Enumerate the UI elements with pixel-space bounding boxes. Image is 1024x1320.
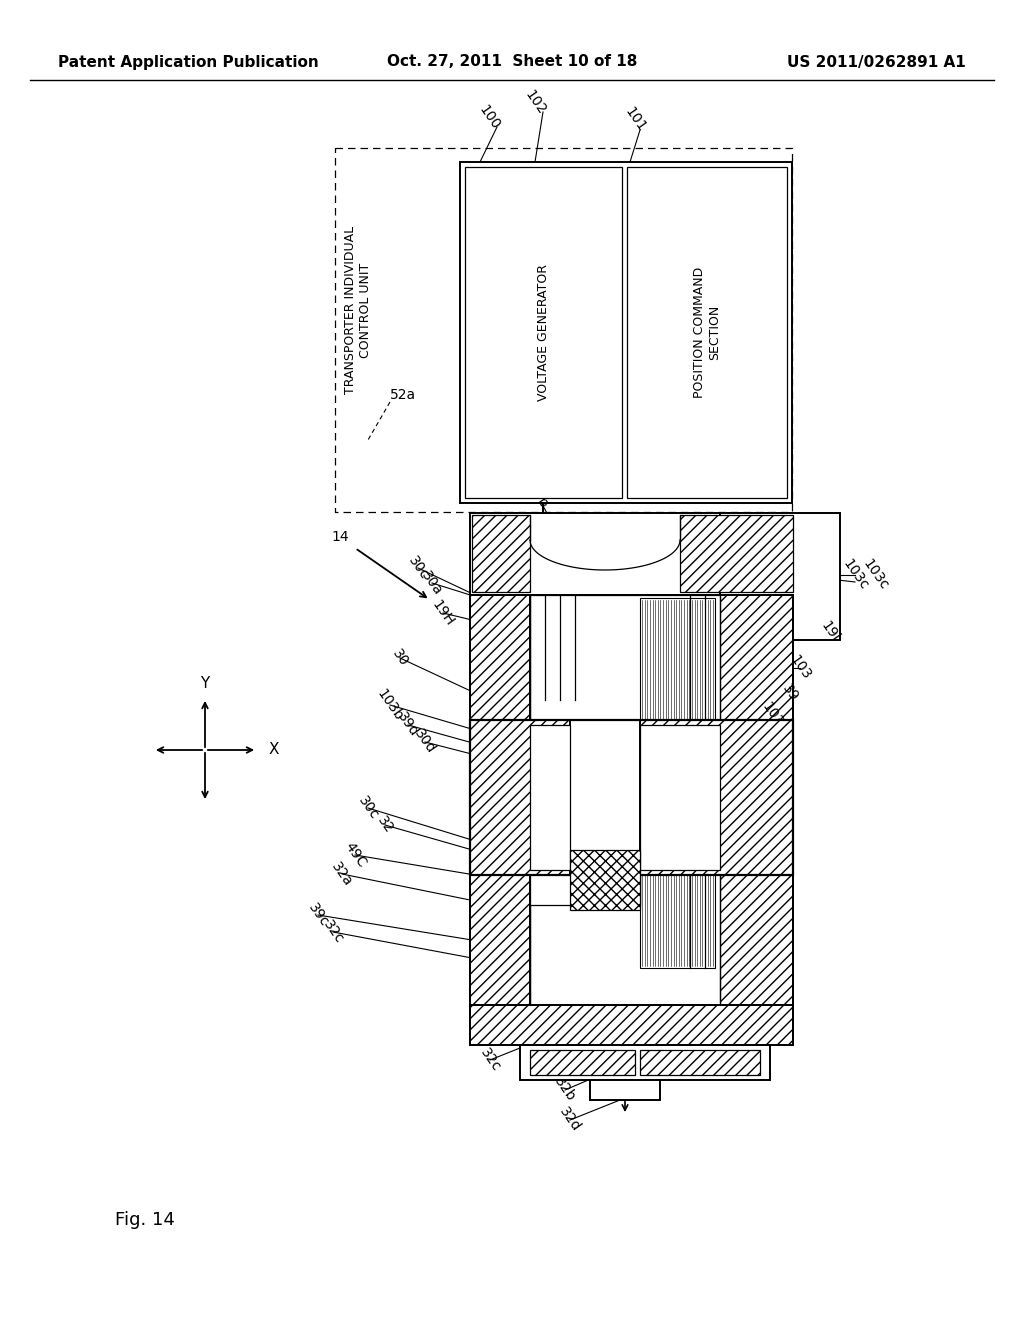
Polygon shape <box>465 168 622 498</box>
Text: Fig. 14: Fig. 14 <box>115 1210 175 1229</box>
Text: Patent Application Publication: Patent Application Publication <box>58 54 318 70</box>
Text: 101: 101 <box>622 106 648 135</box>
Text: 32c: 32c <box>679 886 705 915</box>
Polygon shape <box>530 725 570 870</box>
Text: 103: 103 <box>786 653 813 682</box>
Polygon shape <box>640 598 715 968</box>
Text: 103c: 103c <box>860 557 891 593</box>
Polygon shape <box>470 513 795 595</box>
Text: 30b: 30b <box>707 820 733 850</box>
Polygon shape <box>640 719 793 875</box>
Text: 32c: 32c <box>477 1045 503 1074</box>
Text: Oct. 27, 2011  Sheet 10 of 18: Oct. 27, 2011 Sheet 10 of 18 <box>387 54 637 70</box>
Text: 30c: 30c <box>355 793 381 822</box>
Polygon shape <box>470 719 570 875</box>
Polygon shape <box>470 1005 793 1045</box>
Text: 30d: 30d <box>412 727 438 756</box>
Text: 32d: 32d <box>557 1105 584 1135</box>
Text: 32: 32 <box>374 814 395 836</box>
Polygon shape <box>530 1049 635 1074</box>
Polygon shape <box>640 725 720 870</box>
Polygon shape <box>530 595 720 1005</box>
Text: 103a: 103a <box>759 700 791 737</box>
Text: 32b: 32b <box>552 1076 579 1105</box>
Polygon shape <box>720 513 840 640</box>
Text: 30a: 30a <box>419 569 445 598</box>
Text: 30c: 30c <box>406 553 431 582</box>
Text: 39a: 39a <box>749 730 775 760</box>
Text: 100: 100 <box>476 103 503 133</box>
Text: 19H: 19H <box>429 598 457 628</box>
Polygon shape <box>680 515 793 591</box>
Polygon shape <box>470 595 530 1005</box>
Text: X: X <box>269 742 280 758</box>
Polygon shape <box>627 168 787 498</box>
Polygon shape <box>472 515 530 591</box>
Polygon shape <box>720 595 793 1005</box>
Text: 49C: 49C <box>341 840 369 870</box>
Text: 49B: 49B <box>691 853 719 883</box>
Text: Y: Y <box>201 676 210 692</box>
Text: 39: 39 <box>779 681 801 705</box>
Text: 32c: 32c <box>321 917 346 946</box>
Text: 39da: 39da <box>714 789 745 826</box>
Polygon shape <box>640 1049 760 1074</box>
Text: 102: 102 <box>521 88 548 117</box>
Text: 39b: 39b <box>524 482 551 512</box>
Text: TRANSPORTER INDIVIDUAL
CONTROL UNIT: TRANSPORTER INDIVIDUAL CONTROL UNIT <box>344 226 372 395</box>
Text: 19l: 19l <box>818 619 842 645</box>
Text: 30: 30 <box>389 647 411 669</box>
Polygon shape <box>460 162 792 503</box>
Text: 103b: 103b <box>374 686 406 723</box>
Text: POSITION COMMAND
SECTION: POSITION COMMAND SECTION <box>693 267 721 399</box>
Polygon shape <box>530 875 640 906</box>
Polygon shape <box>590 1080 660 1100</box>
Text: 14: 14 <box>331 531 349 544</box>
Text: 49A: 49A <box>741 755 769 785</box>
Text: 103c: 103c <box>840 557 870 593</box>
Text: US 2011/0262891 A1: US 2011/0262891 A1 <box>787 54 966 70</box>
Text: VOLTAGE GENERATOR: VOLTAGE GENERATOR <box>537 264 550 401</box>
Polygon shape <box>520 1045 770 1080</box>
Text: 39d: 39d <box>394 710 421 741</box>
Text: 52a: 52a <box>390 388 416 403</box>
Text: 32a: 32a <box>329 859 355 888</box>
Polygon shape <box>570 850 640 909</box>
Text: 39c: 39c <box>305 900 331 929</box>
